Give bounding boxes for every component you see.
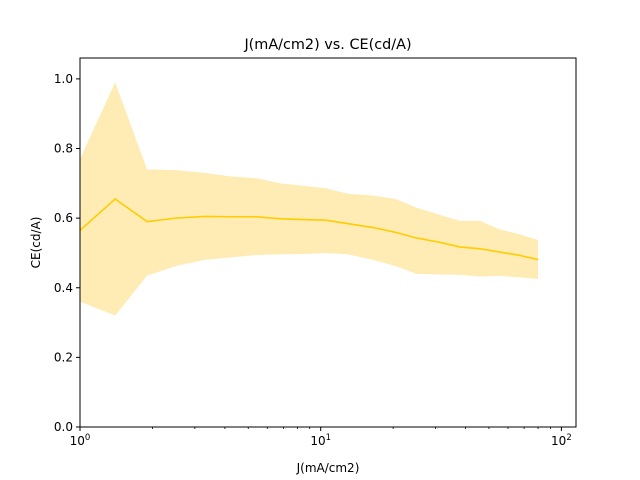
data-point bbox=[437, 241, 440, 244]
x-tick-label: 101 bbox=[310, 433, 331, 448]
data-point bbox=[415, 236, 418, 239]
x-axis-ticks: 100 101 102 bbox=[70, 427, 572, 448]
data-point bbox=[371, 226, 374, 229]
data-point bbox=[536, 258, 539, 261]
y-tick-label: 1.0 bbox=[54, 72, 73, 86]
y-axis-ticks: 0.0 0.2 0.4 0.6 0.8 1.0 bbox=[54, 72, 80, 434]
y-axis-label: CE(cd/A) bbox=[29, 217, 43, 269]
plot-area bbox=[79, 82, 539, 316]
data-point bbox=[279, 217, 282, 220]
data-point bbox=[302, 218, 305, 221]
y-tick-label: 0.0 bbox=[54, 420, 73, 434]
data-point bbox=[203, 215, 206, 218]
data-point bbox=[497, 250, 500, 253]
data-point bbox=[479, 247, 482, 250]
x-tick-label: 102 bbox=[551, 433, 572, 448]
data-point bbox=[255, 215, 258, 218]
data-point bbox=[114, 197, 117, 200]
data-point bbox=[459, 245, 462, 248]
data-point bbox=[347, 222, 350, 225]
confidence-band-0 bbox=[80, 82, 539, 316]
chart-title: J(mA/cm2) vs. CE(cd/A) bbox=[243, 37, 411, 53]
series-line-0 bbox=[79, 197, 539, 261]
y-tick-label: 0.8 bbox=[54, 142, 73, 156]
data-point bbox=[174, 217, 177, 220]
x-axis-label: J(mA/cm2) bbox=[296, 461, 360, 475]
x-tick-label: 100 bbox=[70, 433, 91, 448]
y-tick-label: 0.2 bbox=[54, 350, 73, 364]
data-point bbox=[145, 220, 148, 223]
data-point bbox=[394, 231, 397, 234]
data-point bbox=[324, 219, 327, 222]
axes-frame bbox=[79, 57, 577, 428]
data-point bbox=[228, 215, 231, 218]
y-tick-label: 0.6 bbox=[54, 211, 73, 225]
data-point bbox=[516, 253, 519, 256]
y-tick-label: 0.4 bbox=[54, 281, 73, 295]
